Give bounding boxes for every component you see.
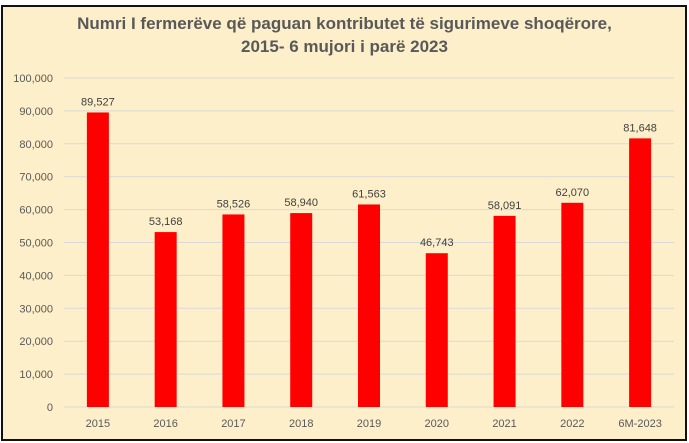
x-tick-label: 2022	[560, 418, 584, 430]
y-tick-label: 90,000	[19, 106, 53, 118]
bar	[86, 112, 109, 407]
x-tick-label: 2019	[357, 418, 381, 430]
x-tick-label: 2015	[86, 418, 110, 430]
y-tick-label: 60,000	[19, 205, 53, 217]
x-tick-label: 2018	[289, 418, 313, 430]
data-label: 58,940	[284, 197, 318, 209]
data-label: 89,527	[81, 96, 115, 108]
y-tick-label: 40,000	[19, 270, 53, 282]
data-label: 46,743	[420, 237, 454, 249]
chart-title-line1: Numri I fermerëve që paguan kontributet …	[77, 14, 612, 33]
chart-subtitle: 2015- 6 mujori i parë 2023	[241, 37, 448, 56]
bar	[629, 138, 652, 407]
y-tick-label: 50,000	[19, 238, 53, 250]
data-label: 53,168	[149, 216, 183, 228]
x-tick-label: 2020	[425, 418, 449, 430]
y-tick-label: 80,000	[19, 139, 53, 151]
x-tick-label: 6M-2023	[618, 418, 661, 430]
data-label: 61,563	[352, 188, 386, 200]
data-label: 62,070	[556, 187, 590, 199]
x-tick-label: 2017	[221, 418, 245, 430]
data-label: 58,526	[217, 198, 251, 210]
x-tick-label: 2016	[153, 418, 177, 430]
data-label: 58,091	[488, 200, 522, 212]
x-tick-label: 2021	[492, 418, 516, 430]
bar	[290, 213, 313, 407]
y-tick-label: 30,000	[19, 303, 53, 315]
bar	[222, 214, 245, 407]
bar	[358, 204, 380, 407]
data-label: 81,648	[623, 122, 657, 134]
y-tick-label: 20,000	[19, 336, 53, 348]
bar	[561, 202, 584, 407]
y-tick-label: 100,000	[13, 73, 53, 85]
bar	[493, 215, 516, 407]
y-tick-label: 70,000	[19, 172, 53, 184]
bar	[425, 253, 448, 407]
chart-title: Numri I fermerëve që paguan kontributet …	[0, 12, 689, 58]
y-tick-label: 10,000	[19, 369, 53, 381]
bar	[154, 232, 177, 407]
y-tick-label: 0	[47, 402, 53, 414]
